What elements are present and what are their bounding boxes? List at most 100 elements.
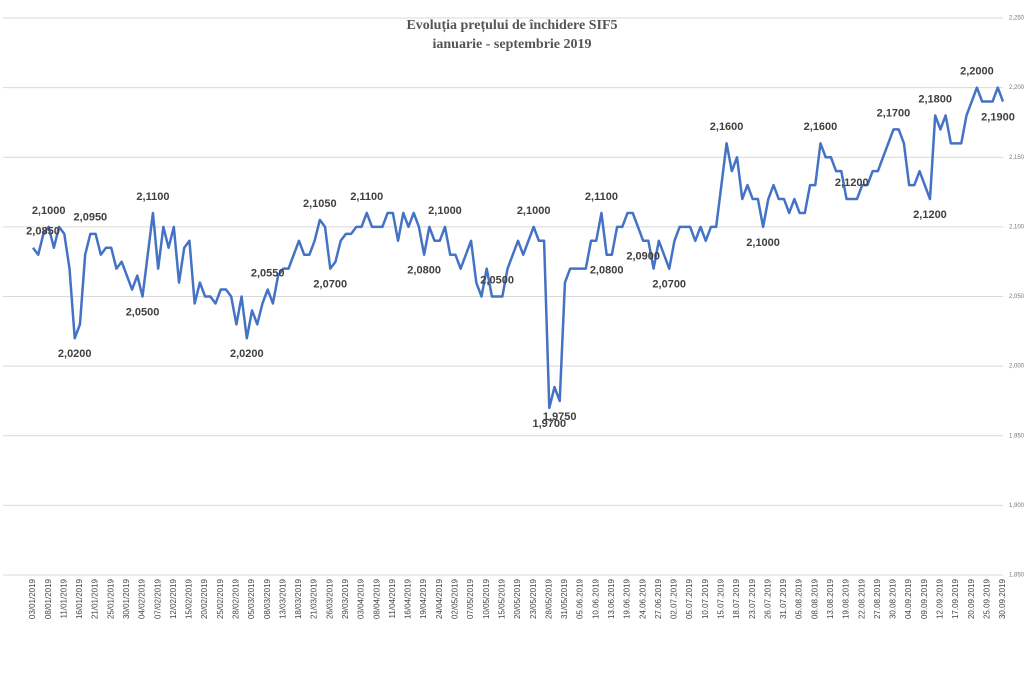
x-tick-label: 15.07.2019 (716, 578, 725, 619)
price-line (32, 86, 1005, 410)
data-label: 2,1600 (804, 121, 838, 133)
chart-title: Evoluția prețului de închidere SIF5 (406, 18, 617, 33)
x-tick-label: 10.06.2019 (591, 578, 600, 619)
data-label: 2,0800 (407, 265, 441, 277)
data-label: 2,1100 (585, 191, 618, 203)
x-tick-label: 27.06.2019 (654, 578, 663, 619)
x-tick-label: 24.06.2019 (638, 578, 647, 619)
x-tick-label: 09.09.2019 (920, 578, 929, 619)
x-tick-label: 15/02/2019 (185, 578, 194, 619)
data-label: 2,1600 (710, 121, 744, 133)
x-tick-label: 13/03/2019 (278, 578, 287, 619)
data-label: 2,0200 (58, 348, 92, 360)
x-tick-label: 10.07.2019 (701, 578, 710, 619)
x-tick-label: 05.07.2019 (685, 578, 694, 619)
x-tick-label: 12.09.2019 (936, 578, 945, 619)
x-tick-label: 25/01/2019 (106, 578, 115, 619)
data-label: 2,0950 (74, 212, 108, 224)
y-tick-label: 2,100 (1009, 224, 1024, 230)
x-tick-label: 07/05/2019 (466, 578, 475, 619)
x-tick-label: 16/04/2019 (404, 578, 413, 619)
data-label: 2,0500 (126, 306, 160, 318)
x-tick-label: 26.07.2019 (763, 578, 772, 619)
x-tick-label: 05.06.2019 (576, 578, 585, 619)
y-tick-label: 2,200 (1009, 85, 1024, 91)
x-tick-label: 11/04/2019 (388, 578, 397, 618)
x-tick-label: 22.08.2019 (857, 578, 866, 619)
data-label: 2,1000 (32, 205, 66, 217)
x-tick-label: 04/02/2019 (138, 578, 147, 619)
data-label: 2,1050 (303, 198, 337, 210)
x-tick-label: 28/02/2019 (231, 578, 240, 619)
x-tick-label: 07/02/2019 (153, 578, 162, 619)
x-tick-label: 03/04/2019 (357, 578, 366, 619)
x-tick-label: 21/03/2019 (310, 578, 319, 619)
data-label: 2,1200 (913, 209, 947, 221)
x-tick-label: 20/02/2019 (200, 578, 209, 619)
x-tick-label: 18/03/2019 (294, 578, 303, 619)
x-tick-label: 13.06.2019 (607, 578, 616, 619)
chart-subtitle: ianuarie - septembrie 2019 (432, 37, 591, 52)
x-tick-label: 15/05/2019 (497, 578, 506, 619)
x-tick-label: 05/03/2019 (247, 578, 256, 619)
y-tick-label: 1,950 (1009, 433, 1024, 439)
data-label: 2,0200 (230, 348, 264, 360)
x-tick-label: 02.07.2019 (670, 578, 679, 619)
x-tick-label: 21/01/2019 (91, 578, 100, 619)
x-tick-label: 20/05/2019 (513, 578, 522, 619)
y-tick-label: 1,850 (1009, 573, 1024, 579)
x-tick-label: 12/02/2019 (169, 578, 178, 619)
x-tick-label: 10/05/2019 (482, 578, 491, 619)
x-tick-label: 23/05/2019 (529, 578, 538, 619)
x-tick-label: 30/01/2019 (122, 578, 131, 619)
y-tick-label: 2,000 (1009, 364, 1024, 370)
x-tick-label: 04.09.2019 (904, 578, 913, 619)
data-label: 2,0800 (590, 265, 624, 277)
x-tick-label: 26/03/2019 (325, 578, 334, 619)
data-label: 2,0900 (626, 251, 660, 263)
x-tick-label: 19.08.2019 (842, 578, 851, 619)
x-tick-label: 19.06.2019 (623, 578, 632, 619)
y-tick-label: 2,050 (1009, 294, 1024, 300)
x-tick-label: 24/04/2019 (435, 578, 444, 619)
data-label: 2,0700 (652, 279, 686, 291)
x-tick-label: 03/01/2019 (28, 578, 37, 619)
data-label: 2,1000 (746, 237, 780, 249)
x-tick-label: 31.07.2019 (779, 578, 788, 619)
x-tick-label: 31/05/2019 (560, 578, 569, 619)
data-label: 2,1000 (428, 205, 462, 217)
x-tick-label: 25.09.2019 (982, 578, 991, 619)
data-label: 2,2000 (960, 66, 994, 78)
x-tick-label: 19/04/2019 (419, 578, 428, 619)
y-tick-label: 1,900 (1009, 503, 1024, 509)
x-tick-label: 18.07.2019 (732, 578, 741, 619)
x-tick-label: 16/01/2019 (75, 578, 84, 619)
data-label: 1,9750 (543, 411, 577, 423)
x-tick-label: 05.08.2019 (795, 578, 804, 619)
data-label: 2,1700 (877, 107, 911, 119)
x-tick-label: 25/02/2019 (216, 578, 225, 619)
y-tick-label: 2,250 (1009, 16, 1024, 22)
x-tick-label: 11/01/2019 (59, 578, 68, 618)
data-label: 1,9700 (532, 418, 566, 430)
data-label: 2,1100 (350, 191, 383, 203)
x-tick-label: 23.07.2019 (748, 578, 757, 619)
data-label: 2,0550 (251, 267, 285, 279)
x-tick-label: 08/03/2019 (263, 578, 272, 619)
x-tick-label: 28/05/2019 (544, 578, 553, 619)
x-tick-label: 27.08.2019 (873, 578, 882, 619)
data-label: 2,0700 (313, 279, 347, 291)
data-label: 2,1100 (136, 191, 169, 203)
x-tick-label: 29/03/2019 (341, 578, 350, 619)
x-tick-label: 02/05/2019 (451, 578, 460, 619)
x-tick-label: 08.08.2019 (810, 578, 819, 619)
data-label: 2,1000 (517, 205, 551, 217)
x-tick-label: 30.09.2019 (998, 578, 1007, 619)
x-tick-label: 08/01/2019 (44, 578, 53, 619)
y-tick-label: 2,150 (1009, 155, 1024, 161)
data-label: 2,0850 (26, 226, 60, 238)
x-tick-label: 20.09.2019 (967, 578, 976, 619)
data-label: 2,0500 (480, 274, 514, 286)
